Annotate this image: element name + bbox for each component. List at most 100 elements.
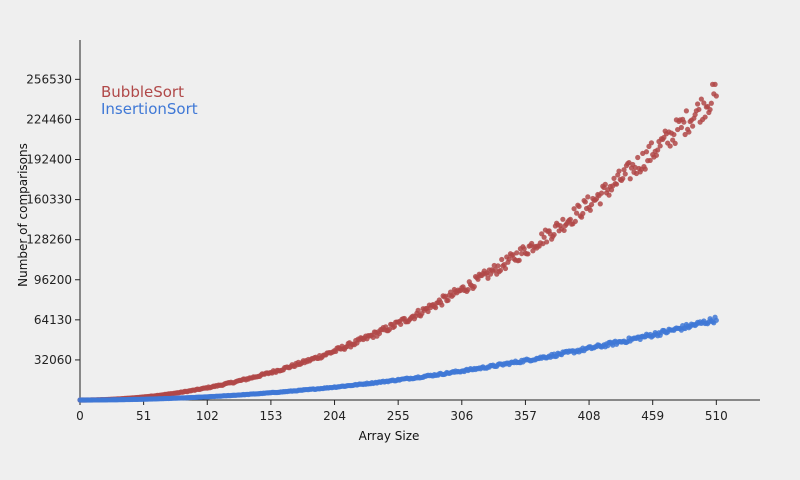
data-point <box>622 171 628 177</box>
data-point <box>642 166 648 172</box>
data-point <box>560 216 566 222</box>
data-point <box>475 276 481 282</box>
data-point <box>495 263 501 269</box>
data-point <box>585 194 591 200</box>
data-point <box>502 265 509 272</box>
data-point <box>465 286 471 293</box>
data-point <box>648 140 655 146</box>
x-tick-label: 510 <box>705 409 728 423</box>
x-tick-label: 153 <box>259 409 282 423</box>
data-point <box>701 100 707 106</box>
data-point <box>667 143 673 149</box>
data-point <box>643 149 650 155</box>
x-tick-label: 255 <box>387 409 410 423</box>
y-tick-label: 128260 <box>26 233 72 247</box>
data-point <box>445 297 451 303</box>
data-point <box>627 176 633 182</box>
data-point <box>439 302 445 308</box>
data-point <box>616 168 622 174</box>
data-point <box>561 227 567 234</box>
y-tick-label: 64130 <box>34 313 72 327</box>
data-point <box>501 261 507 268</box>
data-point <box>485 275 491 281</box>
x-tick-label: 0 <box>76 409 84 423</box>
y-tick-label: 96200 <box>34 273 72 287</box>
data-point <box>713 93 719 99</box>
data-points <box>77 81 719 403</box>
x-tick-label: 306 <box>450 409 473 423</box>
data-point <box>681 119 687 125</box>
axes: 0 51 102 153 204 255 306 357 408 459 510 32060 64130… <box>26 40 760 423</box>
data-point <box>653 152 660 158</box>
data-point <box>712 81 718 87</box>
data-point <box>613 181 620 187</box>
data-point <box>580 210 586 217</box>
y-tick-label: 224460 <box>26 112 72 126</box>
data-point <box>655 147 661 153</box>
y-tick-label: 256530 <box>26 72 72 86</box>
data-point <box>608 187 615 193</box>
y-axis-label: Number of comparisons <box>16 143 30 287</box>
data-point <box>683 108 689 114</box>
data-point <box>491 262 497 269</box>
data-point <box>576 203 582 210</box>
y-tick-label: 192400 <box>26 153 72 167</box>
data-point <box>471 284 477 290</box>
x-tick-label: 459 <box>641 409 664 423</box>
data-point <box>582 199 588 205</box>
data-point <box>696 106 702 113</box>
data-point <box>672 140 678 146</box>
data-point <box>521 246 527 252</box>
data-point <box>708 100 714 106</box>
legend-label-bubblesort: BubbleSort <box>101 83 184 101</box>
series-insertionsort <box>77 314 719 403</box>
data-point <box>587 207 593 213</box>
data-point <box>415 307 421 313</box>
data-point <box>398 321 404 327</box>
data-point <box>702 114 708 120</box>
data-point <box>525 251 531 257</box>
data-point <box>661 134 667 141</box>
data-point <box>571 206 577 212</box>
x-tick-label: 51 <box>136 409 151 423</box>
y-tick-label: 160330 <box>26 193 72 207</box>
data-point <box>620 175 626 182</box>
series-bubblesort <box>77 81 719 403</box>
data-point <box>657 143 663 149</box>
data-point <box>544 239 550 245</box>
data-point <box>572 218 578 225</box>
data-point <box>597 201 603 207</box>
data-point <box>391 323 398 330</box>
data-point <box>678 124 684 131</box>
data-point <box>606 192 612 198</box>
data-point <box>497 267 504 274</box>
data-point <box>516 257 522 263</box>
data-point <box>567 216 573 222</box>
y-tick-label: 32060 <box>34 353 72 367</box>
data-point <box>598 190 605 196</box>
data-point <box>635 154 641 161</box>
x-tick-label: 408 <box>578 409 601 423</box>
data-point <box>425 308 431 315</box>
data-point <box>695 101 701 107</box>
x-tick-label: 102 <box>196 409 219 423</box>
data-point <box>588 201 595 208</box>
legend-label-insertionsort: InsertionSort <box>101 100 198 118</box>
legend: BubbleSort InsertionSort <box>101 83 198 118</box>
data-point <box>551 231 557 238</box>
data-point <box>621 167 627 173</box>
x-tick-label: 357 <box>514 409 537 423</box>
data-point <box>713 317 719 323</box>
data-point <box>529 240 535 247</box>
data-point <box>686 129 692 135</box>
data-point <box>602 181 608 187</box>
data-point <box>499 256 505 263</box>
data-point <box>690 123 696 129</box>
data-point <box>432 305 439 311</box>
data-point <box>647 157 653 164</box>
data-point <box>541 234 547 240</box>
data-point <box>707 106 713 113</box>
data-point <box>698 96 704 102</box>
